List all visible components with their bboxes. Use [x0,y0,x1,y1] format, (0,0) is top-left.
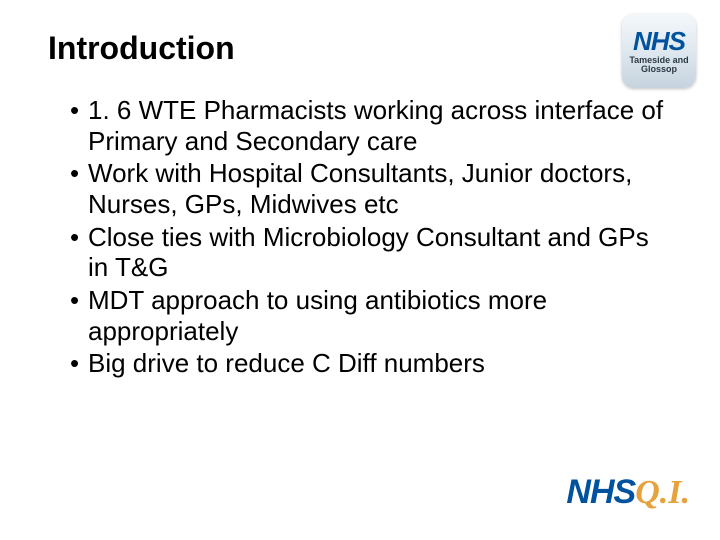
slide-title: Introduction [48,30,672,67]
nhs-badge-sub-line2: Glossop [629,65,688,74]
nhs-badge-main: NHS [633,28,685,54]
bullet-item: Big drive to reduce C Diff numbers [70,348,672,379]
footer-logo-nhs: NHS [566,473,635,511]
bullet-item: 1. 6 WTE Pharmacists working across inte… [70,95,672,156]
bullet-list: 1. 6 WTE Pharmacists working across inte… [48,95,672,379]
bullet-item: Close ties with Microbiology Consultant … [70,222,672,283]
bullet-item: Work with Hospital Consultants, Junior d… [70,158,672,219]
bullet-item: MDT approach to using antibiotics more a… [70,285,672,346]
footer-logo-qi: Q.I. [635,474,690,511]
slide-container: Introduction NHS Tameside and Glossop 1.… [0,0,720,540]
nhs-badge: NHS Tameside and Glossop [622,14,696,88]
nhs-badge-sub: Tameside and Glossop [629,56,688,75]
footer-logo: NHSQ.I. [566,473,690,512]
